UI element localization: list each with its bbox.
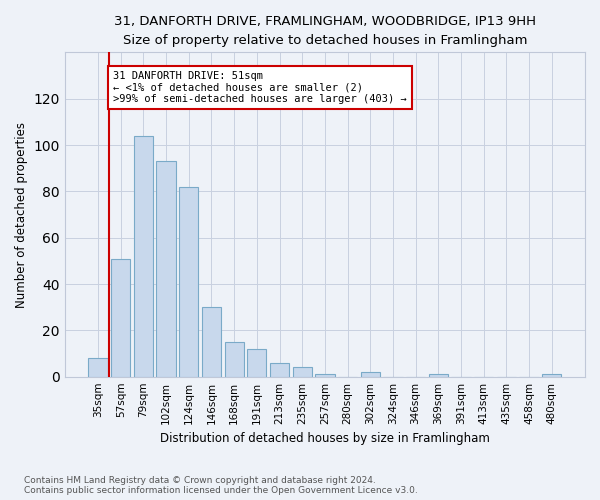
Bar bbox=[361, 372, 380, 376]
X-axis label: Distribution of detached houses by size in Framlingham: Distribution of detached houses by size … bbox=[160, 432, 490, 445]
Bar bbox=[247, 349, 266, 376]
Bar bbox=[224, 342, 244, 376]
Bar bbox=[111, 258, 130, 376]
Bar bbox=[134, 136, 153, 376]
Y-axis label: Number of detached properties: Number of detached properties bbox=[15, 122, 28, 308]
Bar bbox=[202, 307, 221, 376]
Bar bbox=[270, 363, 289, 376]
Bar bbox=[542, 374, 562, 376]
Bar bbox=[293, 368, 312, 376]
Bar bbox=[428, 374, 448, 376]
Title: 31, DANFORTH DRIVE, FRAMLINGHAM, WOODBRIDGE, IP13 9HH
Size of property relative : 31, DANFORTH DRIVE, FRAMLINGHAM, WOODBRI… bbox=[114, 15, 536, 47]
Text: 31 DANFORTH DRIVE: 51sqm
← <1% of detached houses are smaller (2)
>99% of semi-d: 31 DANFORTH DRIVE: 51sqm ← <1% of detach… bbox=[113, 71, 407, 104]
Bar bbox=[157, 161, 176, 376]
Bar bbox=[88, 358, 108, 376]
Bar bbox=[179, 186, 199, 376]
Text: Contains HM Land Registry data © Crown copyright and database right 2024.
Contai: Contains HM Land Registry data © Crown c… bbox=[24, 476, 418, 495]
Bar bbox=[315, 374, 335, 376]
